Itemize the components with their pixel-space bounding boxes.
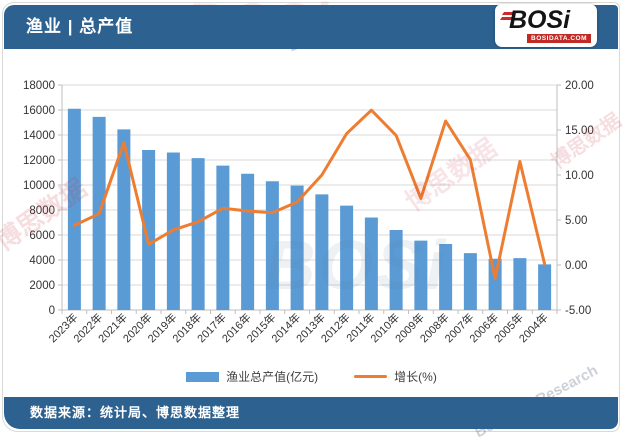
logo-text: BOSi (509, 6, 570, 35)
svg-text:2000: 2000 (29, 280, 55, 292)
svg-text:10000: 10000 (23, 180, 55, 192)
legend-label-bars: 渔业总产值(亿元) (226, 368, 318, 385)
legend-swatch-bar (186, 372, 219, 382)
legend-item-line: 增长(%) (354, 368, 437, 385)
svg-text:6000: 6000 (29, 230, 55, 242)
legend-swatch-line (354, 375, 387, 378)
svg-text:18000: 18000 (23, 80, 55, 92)
brand-logo: BOSi BOSIDATA.COM (495, 4, 597, 47)
footer-bar: 数据来源：统计局、博思数据整理 (4, 397, 618, 429)
svg-text:5.00: 5.00 (565, 215, 587, 227)
svg-text:-5.00: -5.00 (565, 305, 591, 317)
svg-text:10.00: 10.00 (565, 170, 594, 182)
svg-text:12000: 12000 (23, 155, 55, 167)
chart-legend: 渔业总产值(亿元) 增长(%) (0, 368, 623, 385)
page-title: 渔业 | 总产值 (26, 5, 133, 49)
svg-text:8000: 8000 (29, 205, 55, 217)
svg-text:0: 0 (49, 305, 55, 317)
legend-item-bars: 渔业总产值(亿元) (186, 368, 318, 385)
logo-domain: BOSIDATA.COM (527, 34, 591, 43)
data-source-text: 数据来源：统计局、博思数据整理 (30, 397, 240, 429)
svg-text:20.00: 20.00 (565, 80, 594, 92)
svg-text:16000: 16000 (23, 105, 55, 117)
svg-text:0.00: 0.00 (565, 260, 587, 272)
svg-text:14000: 14000 (23, 130, 55, 142)
legend-label-line: 增长(%) (394, 368, 437, 385)
svg-text:15.00: 15.00 (565, 125, 594, 137)
svg-text:4000: 4000 (29, 255, 55, 267)
